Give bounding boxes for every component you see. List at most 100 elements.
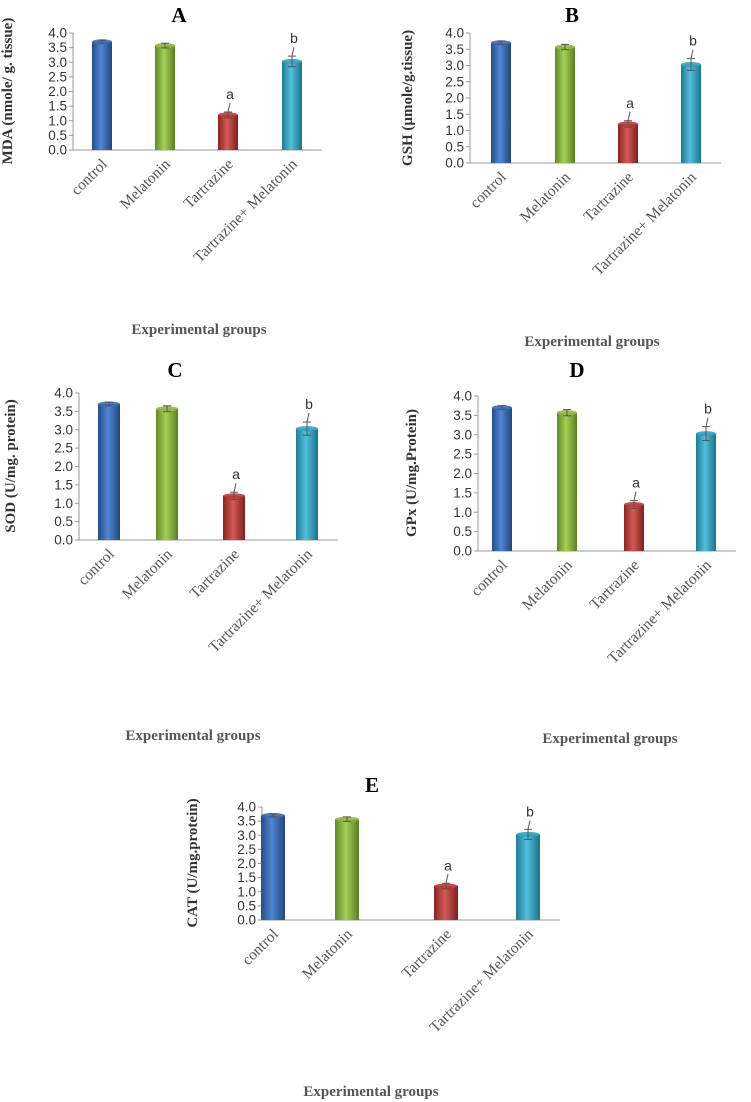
panel-letter: A	[171, 3, 187, 27]
significance-leader	[690, 49, 694, 59]
y-axis-label: SOD (U/mg. protein)	[3, 399, 19, 532]
bar-control: control	[75, 401, 120, 589]
x-category-label: control	[468, 557, 511, 600]
y-tick-label: 1.0	[237, 884, 256, 899]
bar-rect	[155, 45, 175, 150]
significance-leader	[445, 874, 449, 884]
x-category-label: control	[68, 156, 111, 199]
y-tick-label: 2.0	[445, 91, 464, 106]
x-category-label: Melatonin	[117, 156, 174, 213]
x-category-label: Melatonin	[119, 546, 176, 603]
bar-rect	[681, 64, 701, 163]
bar-rect	[434, 886, 458, 920]
y-tick-label: 2.5	[48, 69, 67, 84]
x-category-label: Tartrazine	[181, 156, 237, 212]
bar-rect	[218, 114, 238, 150]
significance-label: a	[226, 86, 234, 102]
y-tick-label: 1.0	[453, 505, 472, 520]
y-tick-label: 0.5	[54, 514, 73, 529]
y-tick-label: 3.5	[54, 404, 73, 419]
significance-label: a	[232, 466, 240, 482]
bar-melatonin: Melatonin	[117, 42, 175, 213]
bar-rect	[624, 504, 644, 551]
bar-rect	[335, 819, 359, 920]
y-tick-label: 4.0	[445, 26, 464, 41]
y-tick-label: 2.5	[237, 842, 256, 857]
y-axis-label: CAT (U/mg.protein)	[185, 798, 201, 927]
significance-leader	[527, 820, 531, 830]
y-tick-label: 1.0	[48, 113, 67, 128]
significance-leader	[233, 483, 237, 493]
significance-label: a	[444, 857, 452, 873]
panel-letter: B	[565, 3, 579, 27]
y-tick-label: 2.5	[445, 74, 464, 89]
y-tick-label: 2.0	[237, 856, 256, 871]
x-category-label: Melatonin	[299, 926, 356, 983]
y-tick-label: 4.0	[48, 26, 67, 41]
bar-tartrazine: a Tartrazine	[581, 95, 638, 225]
significance-label: b	[526, 803, 534, 819]
significance-leader	[633, 491, 637, 501]
bar-rect	[492, 407, 512, 551]
y-axis-label: GSH (µmole/g.tissue)	[400, 30, 416, 166]
x-category-label: Melatonin	[517, 169, 574, 226]
bar-rect	[516, 834, 540, 920]
significance-label: b	[290, 30, 298, 46]
y-tick-label: 0.0	[54, 533, 73, 548]
bar-rect	[156, 408, 178, 540]
y-tick-label: 0.5	[48, 128, 67, 143]
y-tick-label: 0.5	[453, 524, 472, 539]
y-tick-label: 2.0	[54, 459, 73, 474]
bar-rect	[557, 412, 577, 551]
bar-tartrazine: a Tartrazine	[187, 466, 245, 602]
chart-panel-e: E 0.00.51.01.52.02.53.03.54.0 CAT (U/mg.pr…	[185, 773, 560, 1100]
x-category-label: control	[75, 546, 118, 589]
y-tick-label: 4.0	[54, 386, 73, 401]
significance-leader	[227, 102, 231, 113]
panel-letter: C	[167, 358, 182, 382]
y-tick-label: 1.0	[54, 496, 73, 511]
y-tick-label: 0.0	[48, 143, 67, 158]
y-tick-label: 2.5	[453, 447, 472, 462]
bar-tartrazine: a Tartrazine	[587, 475, 644, 613]
x-category-label: control	[239, 926, 282, 969]
x-category-label: Tartrazine+ Melatonin	[590, 169, 700, 279]
significance-label: b	[689, 33, 697, 49]
bar-rect	[618, 124, 638, 163]
x-axis-label: Experimental groups	[131, 322, 266, 338]
x-axis-label: Experimental groups	[125, 728, 260, 744]
significance-label: b	[704, 401, 712, 417]
significance-leader	[705, 417, 709, 427]
bar-rect	[555, 46, 575, 163]
bar-control: control	[68, 39, 112, 199]
chart-panel-a: A 0.00.51.01.52.02.53.03.54.0 MDA (nmole/ …	[0, 3, 322, 338]
chart-panel-d: D 0.0 0.5 1.0 1.5 2.0 2.5 3.0 3.5 4.0 GPx (U/mg.Pr…	[404, 358, 736, 747]
x-category-label: Tartrazine	[187, 546, 243, 602]
y-tick-label: 1.0	[445, 123, 464, 138]
significance-leader	[627, 111, 631, 121]
y-axis-label: GPx (U/mg.Protein)	[404, 409, 420, 537]
y-tick-label: 1.5	[54, 477, 73, 492]
y-tick-label: 1.5	[48, 99, 67, 114]
y-tick-label: 3.0	[453, 427, 472, 442]
y-tick-label: 3.5	[48, 40, 67, 55]
x-axis-label: Experimental groups	[542, 731, 677, 747]
bar-rect	[92, 41, 112, 150]
panel-letter: D	[569, 358, 584, 382]
bar-rect	[98, 404, 120, 540]
bar-rect	[282, 61, 302, 151]
bar-melatonin: Melatonin	[519, 409, 577, 614]
y-tick-label: 3.5	[237, 814, 256, 829]
y-tick-label: 3.5	[453, 408, 472, 423]
x-category-label: Tartrazine	[581, 169, 637, 225]
bar-rect	[491, 42, 511, 163]
y-tick-label: 1.5	[453, 485, 472, 500]
bar-tartrazine: a Tartrazine	[181, 86, 238, 212]
significance-label: b	[305, 396, 313, 412]
chart-panel-b: B 0.0 0.51.01.52.0 2.53.03.54.0 GSH (µmole/g…	[400, 3, 721, 350]
bar-melatonin: Melatonin	[517, 43, 575, 226]
y-tick-label: 2.5	[54, 441, 73, 456]
significance-leader	[306, 412, 310, 423]
